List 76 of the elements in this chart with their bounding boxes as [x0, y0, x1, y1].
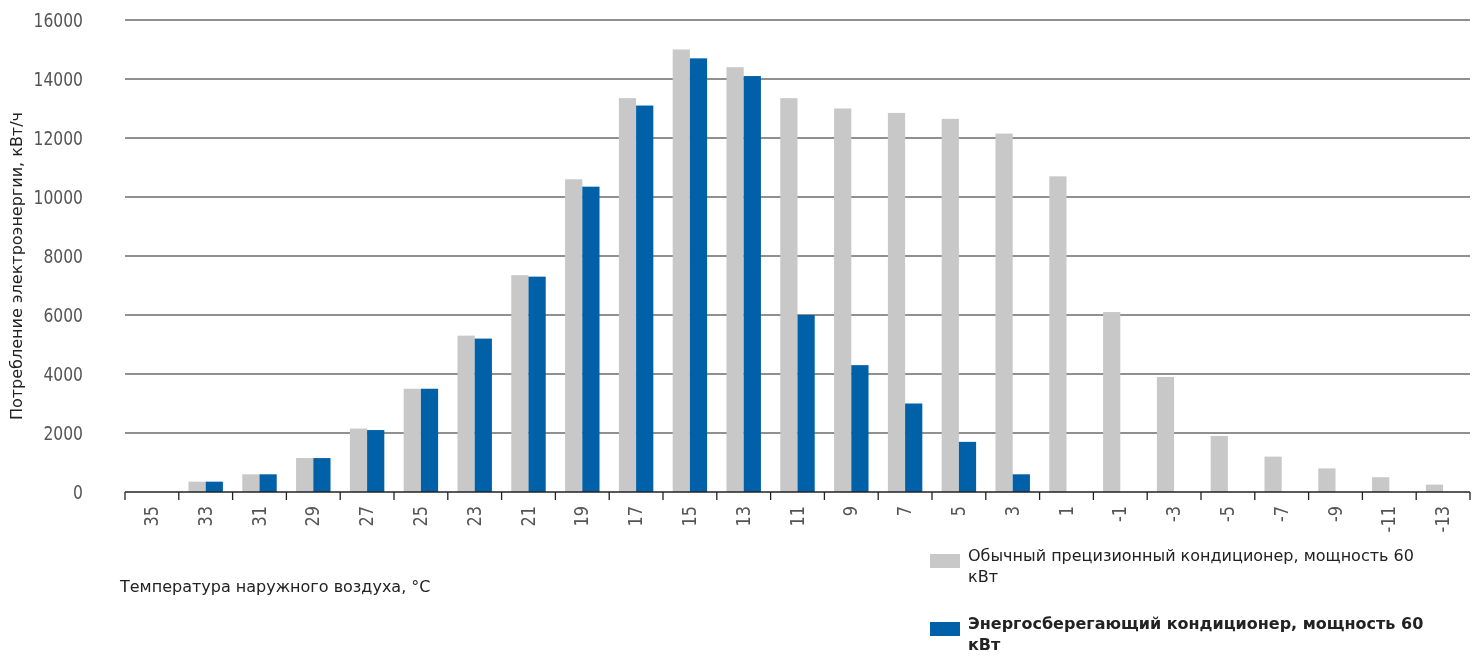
- bar: [188, 481, 206, 492]
- x-tick-label: 27: [355, 506, 378, 527]
- bar: [511, 275, 529, 492]
- x-tick-label: 3: [1001, 506, 1024, 517]
- y-axis-title: Потребление электроэнергии, кВт/ч: [7, 111, 26, 421]
- x-tick-label: 33: [194, 506, 217, 527]
- y-tick-label: 10000: [33, 186, 83, 208]
- x-tick-label: 25: [409, 506, 432, 527]
- bar: [1156, 376, 1175, 492]
- x-tick-label: -13: [1431, 506, 1454, 533]
- bar: [349, 428, 368, 492]
- bar: [1049, 176, 1067, 492]
- bar: [995, 133, 1013, 492]
- x-tick-label: -5: [1216, 506, 1239, 523]
- bar: [1318, 468, 1336, 492]
- bar: [780, 98, 798, 492]
- bar: [242, 474, 260, 492]
- x-tick-label: 7: [893, 506, 916, 517]
- legend-label: Энергосберегающий кондиционер, мощность 60 кВт: [968, 614, 1424, 654]
- bar: [689, 58, 708, 492]
- y-tick-label: 6000: [43, 304, 83, 326]
- bar: [797, 315, 815, 492]
- bar: [618, 98, 637, 492]
- y-tick-label: 8000: [43, 245, 83, 267]
- x-tick-label: 19: [571, 506, 593, 527]
- bar: [834, 108, 852, 492]
- bar: [259, 474, 277, 492]
- y-tick-label: 4000: [43, 363, 83, 385]
- x-axis-title: Температура наружного воздуха, °C: [119, 577, 431, 596]
- bar: [958, 441, 977, 492]
- bar: [296, 458, 314, 492]
- x-tick-label: 21: [517, 506, 539, 527]
- bar: [743, 76, 761, 492]
- x-tick-label: 31: [248, 506, 270, 527]
- bar: [887, 112, 906, 492]
- bar: [582, 186, 600, 492]
- x-tick-label: 23: [463, 506, 486, 527]
- bar: [457, 335, 475, 492]
- x-tick-label: -1: [1109, 506, 1131, 523]
- x-tick-label: 13: [732, 506, 755, 527]
- x-tick-label: -11: [1378, 506, 1400, 533]
- bar: [851, 365, 869, 492]
- x-tick-label: 1: [1055, 506, 1077, 517]
- x-tick-label: 15: [678, 506, 701, 527]
- x-tick-label: -9: [1324, 506, 1346, 523]
- bar: [726, 67, 744, 492]
- x-tick-label: 11: [786, 506, 808, 527]
- bar: [474, 338, 492, 492]
- bar: [1012, 474, 1030, 492]
- bar: [1210, 435, 1228, 492]
- bar: [672, 49, 690, 492]
- x-tick-label: 17: [624, 506, 647, 527]
- y-tick-label: 2000: [43, 422, 83, 444]
- bar: [1372, 477, 1390, 492]
- bar: [941, 118, 959, 492]
- x-tick-label: -3: [1162, 506, 1185, 523]
- x-tick-label: 5: [947, 506, 970, 517]
- y-tick-label: 12000: [33, 127, 83, 149]
- bar: [403, 388, 421, 492]
- x-tick-label: 9: [840, 506, 862, 517]
- bar: [905, 403, 923, 492]
- y-tick-label: 14000: [33, 68, 83, 90]
- bar: [313, 458, 331, 492]
- y-tick-label: 16000: [33, 9, 83, 31]
- bar: [420, 388, 439, 492]
- y-tick-label: 0: [73, 481, 83, 503]
- bar: [367, 430, 385, 492]
- bar: [1103, 312, 1121, 492]
- bar: [636, 105, 654, 492]
- bar: [528, 276, 546, 492]
- x-tick-label: -7: [1270, 506, 1293, 523]
- x-tick-label: 35: [140, 506, 163, 527]
- bar: [565, 179, 583, 492]
- bar: [1264, 456, 1282, 492]
- legend-label: Обычный прецизионный кондиционер, мощность 60 кВт: [968, 546, 1414, 586]
- x-tick-label: 29: [302, 506, 324, 527]
